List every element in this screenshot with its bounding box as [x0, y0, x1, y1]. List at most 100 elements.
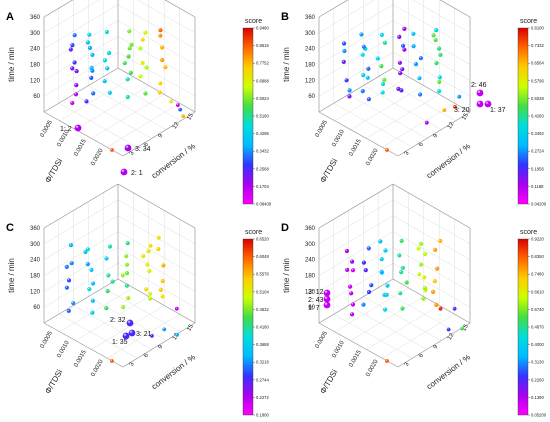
gridline	[350, 85, 424, 130]
data-point	[64, 264, 69, 269]
gridline	[117, 262, 196, 308]
data-point	[89, 75, 94, 80]
data-point	[107, 90, 112, 95]
highlighted-point	[476, 89, 484, 97]
data-point	[350, 259, 355, 264]
x-tick-label: 6	[143, 141, 150, 147]
data-point	[148, 296, 153, 301]
data-point	[360, 89, 365, 94]
gridline	[333, 314, 413, 359]
axis-frame-edge	[164, 0, 196, 18]
data-point	[156, 247, 161, 252]
z-tick-label: 0.0015	[73, 349, 88, 368]
data-point	[125, 94, 130, 100]
data-point	[138, 46, 143, 51]
colorbar-title: score	[520, 229, 537, 236]
z-tick-label: 0.0020	[365, 358, 380, 377]
data-point	[438, 306, 443, 311]
colorbar-tick-label: 0.9480	[256, 26, 269, 31]
colorbar-tick-label: 0.4632	[256, 307, 269, 312]
panel-letter: C	[6, 222, 14, 234]
data-point	[66, 308, 71, 313]
gridline	[350, 296, 424, 341]
gridline	[91, 305, 165, 350]
data-point	[361, 44, 366, 49]
point-annotation: 1: 2	[60, 126, 72, 133]
z-tick-label: 0.0015	[348, 349, 363, 368]
data-point	[460, 326, 464, 331]
z-tick-label: 0.0020	[365, 147, 380, 166]
panel-letter: A	[6, 11, 14, 23]
y-axis-label: time / min	[7, 47, 16, 82]
data-point	[359, 32, 364, 37]
data-point	[361, 73, 366, 78]
gridline	[103, 76, 181, 121]
x-tick-label: 6	[418, 352, 425, 358]
data-point	[366, 66, 371, 71]
data-point	[396, 86, 401, 91]
axis-frame-edge	[318, 322, 399, 368]
data-point	[83, 249, 88, 255]
colorbar-tick-label: 0.1188	[531, 184, 544, 189]
data-point	[384, 292, 389, 297]
gridline	[58, 103, 138, 148]
x-tick-label: 12	[172, 121, 181, 130]
data-point	[128, 70, 133, 75]
gridline	[43, 0, 100, 34]
data-point	[422, 286, 427, 291]
gridline	[333, 103, 413, 148]
data-point	[432, 279, 437, 284]
gridline	[318, 0, 348, 18]
data-point	[105, 66, 110, 71]
data-point	[379, 32, 384, 38]
y-tick-label: 120	[30, 289, 41, 295]
chart-panel-c: C 60 120 180 240 300 360 time / min 0.0005 0.0010…	[6, 183, 269, 418]
z-tick-label: 0.0010	[331, 340, 346, 359]
point-annotation: 2: 46	[471, 82, 487, 89]
gridline	[318, 231, 394, 276]
data-point	[369, 283, 374, 288]
data-point	[347, 94, 352, 99]
gridline	[117, 215, 196, 260]
z-tick-label: 0.0020	[90, 358, 105, 377]
gridline	[91, 94, 165, 139]
data-point	[400, 265, 405, 270]
data-point	[64, 285, 69, 290]
point-annotation: 1: 37	[490, 107, 506, 114]
data-point	[379, 269, 384, 274]
gridline	[117, 231, 196, 276]
y-tick-label: 60	[33, 94, 40, 100]
data-point	[138, 74, 143, 79]
data-point	[349, 291, 354, 296]
colorbar	[517, 238, 529, 416]
data-point	[178, 107, 183, 112]
data-point	[361, 302, 366, 307]
z-tick-label: 0.0010	[56, 340, 71, 359]
data-point	[85, 247, 90, 252]
gridline	[73, 305, 152, 350]
data-point	[71, 301, 76, 306]
data-point	[363, 268, 368, 273]
data-point	[157, 90, 162, 95]
y-tick-label: 300	[30, 242, 41, 248]
data-point	[345, 267, 350, 272]
x-tick-label: 15	[461, 323, 470, 332]
gridline	[43, 199, 119, 245]
data-point	[175, 332, 180, 337]
highlighted-point	[323, 301, 331, 309]
data-point	[105, 289, 110, 294]
data-point	[380, 90, 385, 95]
point-annotation: 1: 35	[112, 339, 128, 346]
data-point	[70, 43, 75, 48]
colorbar-tick-label: 0.8100	[531, 26, 544, 31]
data-point	[385, 359, 389, 363]
y-tick-label: 60	[308, 305, 315, 311]
gridline	[88, 296, 167, 341]
colorbar-tick-label: 0.2724	[531, 149, 544, 154]
data-point	[158, 287, 163, 293]
data-point	[350, 312, 355, 317]
data-point	[160, 45, 165, 50]
axis-frame-edge	[122, 111, 196, 157]
data-point	[161, 263, 166, 268]
highlighted-point	[124, 144, 132, 152]
